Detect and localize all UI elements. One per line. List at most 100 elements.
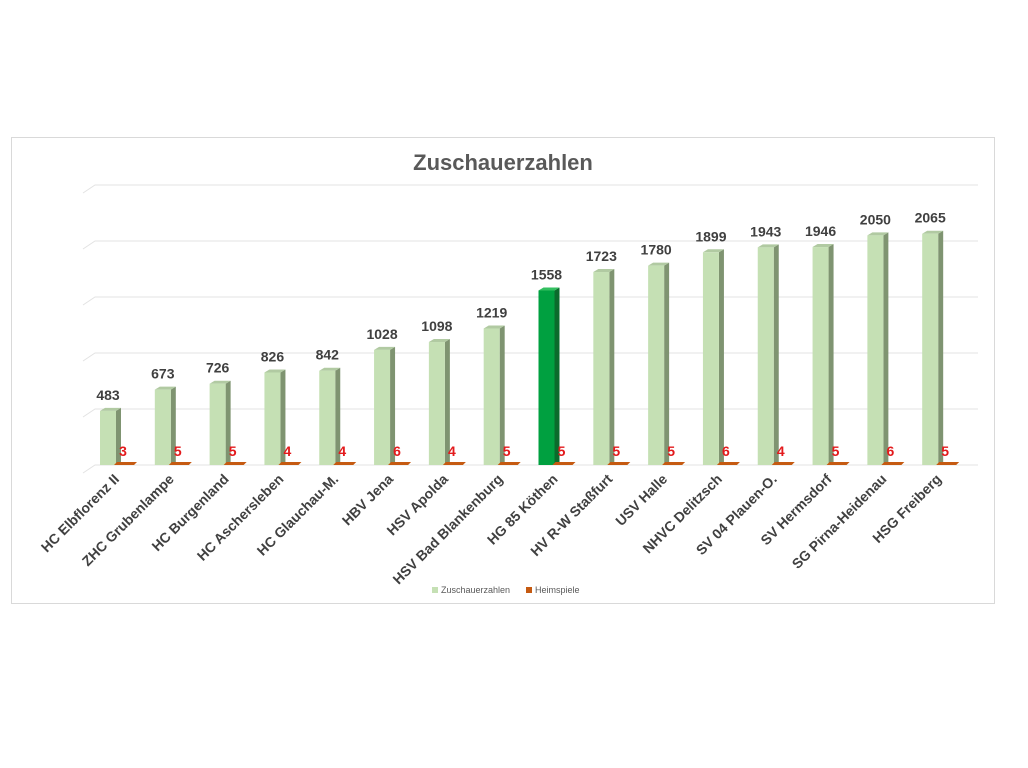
bar-top <box>264 369 286 373</box>
bar-top <box>100 407 121 411</box>
bar-side <box>609 269 615 465</box>
zuschauer-value-label: 2050 <box>860 211 891 227</box>
bar-side <box>225 380 231 465</box>
bar-top <box>209 380 231 384</box>
zuschauer-value-label: 1558 <box>531 267 562 283</box>
bar-side <box>773 244 779 465</box>
heimspiele-value-label: 3 <box>119 443 127 459</box>
legend-label-heimspiele: Heimspiele <box>535 585 580 595</box>
bar-top <box>867 232 889 236</box>
bar-side <box>280 369 286 465</box>
bar <box>538 290 555 465</box>
gridline <box>82 240 978 250</box>
heimspiele-value-label: 5 <box>612 443 620 459</box>
bar-top <box>483 325 505 329</box>
heimspiele-bar <box>278 462 302 465</box>
gridlines <box>82 184 978 474</box>
heimspiele-bar <box>771 462 795 465</box>
bar <box>702 252 719 465</box>
gridline <box>82 184 978 194</box>
heimspiele-bar <box>826 462 850 465</box>
bar-side <box>938 230 944 465</box>
bar-side <box>444 339 450 465</box>
legend-swatch-zuschauerzahlen <box>432 587 438 593</box>
bar <box>483 328 500 465</box>
bar <box>264 372 281 465</box>
heimspiele-value-label: 5 <box>558 443 566 459</box>
zuschauer-value-label: 2065 <box>915 210 946 226</box>
gridline <box>82 408 978 418</box>
zuschauer-value-label: 483 <box>96 387 120 403</box>
bar-top <box>374 346 396 350</box>
gridline <box>82 464 978 474</box>
heimspiele-bar <box>662 462 686 465</box>
zuschauer-value-label: 1723 <box>586 248 617 264</box>
heimspiele-value-label: 4 <box>284 443 292 459</box>
heimspiele-bar <box>388 462 412 465</box>
zuschauer-value-label: 1219 <box>476 304 507 320</box>
heimspiele-value-label: 6 <box>886 443 894 459</box>
bar-side <box>883 232 889 465</box>
bar <box>319 370 336 465</box>
bar-top <box>812 244 834 248</box>
bar <box>374 349 391 465</box>
category-label: HSV Bad Blankenburg <box>389 471 505 587</box>
zuschauer-value-label: 673 <box>151 366 175 382</box>
heimspiele-value-label: 5 <box>503 443 511 459</box>
bar-top <box>154 386 176 390</box>
bar-side <box>170 386 176 465</box>
bar-side <box>828 244 834 465</box>
category-label: HBV Jena <box>339 471 397 529</box>
bar-series <box>100 230 960 465</box>
heimspiele-value-label: 5 <box>667 443 675 459</box>
zuschauer-value-label: 826 <box>261 348 285 364</box>
bar <box>757 247 774 465</box>
bar-side <box>499 325 505 465</box>
heimspiele-value-label: 5 <box>832 443 840 459</box>
legend-swatch-heimspiele <box>526 587 532 593</box>
heimspiele-bar <box>114 462 137 465</box>
zuschauer-value-label: 1899 <box>695 228 726 244</box>
bar-top <box>757 244 779 248</box>
bar-side <box>116 407 121 465</box>
bar-side <box>664 262 670 465</box>
legend-label-zuschauerzahlen: Zuschauerzahlen <box>441 585 510 595</box>
heimspiele-bar <box>223 462 247 465</box>
zuschauer-value-label: 842 <box>316 347 340 363</box>
heimspiele-bar <box>607 462 631 465</box>
bar <box>100 410 116 465</box>
heimspiele-bar <box>497 462 521 465</box>
bar-side <box>554 287 560 465</box>
heimspiele-value-label: 5 <box>941 443 949 459</box>
chart-title: Zuschauerzahlen <box>413 150 593 175</box>
bar <box>428 342 445 465</box>
zuschauer-value-label: 1946 <box>805 223 836 239</box>
bar <box>648 265 665 465</box>
heimspiele-value-label: 4 <box>338 443 346 459</box>
bar-top <box>648 262 670 266</box>
bar <box>867 235 884 465</box>
bar <box>812 247 829 465</box>
heimspiele-bar <box>168 462 192 465</box>
gridline <box>82 296 978 306</box>
bar-top <box>922 230 944 234</box>
category-label: ZHC Grubenlampe <box>79 471 177 569</box>
zuschauer-value-label: 1098 <box>421 318 452 334</box>
heimspiele-bar <box>881 462 905 465</box>
heimspiele-bar <box>716 462 740 465</box>
gridline <box>82 352 978 362</box>
heimspiele-value-label: 5 <box>229 443 237 459</box>
bar-top <box>538 287 560 291</box>
bar-side <box>335 367 341 465</box>
zuschauer-value-label: 726 <box>206 360 230 376</box>
zuschauer-value-label: 1028 <box>366 326 397 342</box>
heimspiele-bar <box>442 462 466 465</box>
data-labels: 483 3 673 5 726 5 826 4 842 4 1028 6 1098 4 1219 5 1558 5… <box>96 210 949 459</box>
bar <box>593 272 610 465</box>
zuschauer-value-label: 1943 <box>750 223 781 239</box>
heimspiele-value-label: 5 <box>174 443 182 459</box>
heimspiele-bar <box>936 462 960 465</box>
heimspiele-value-label: 6 <box>393 443 401 459</box>
